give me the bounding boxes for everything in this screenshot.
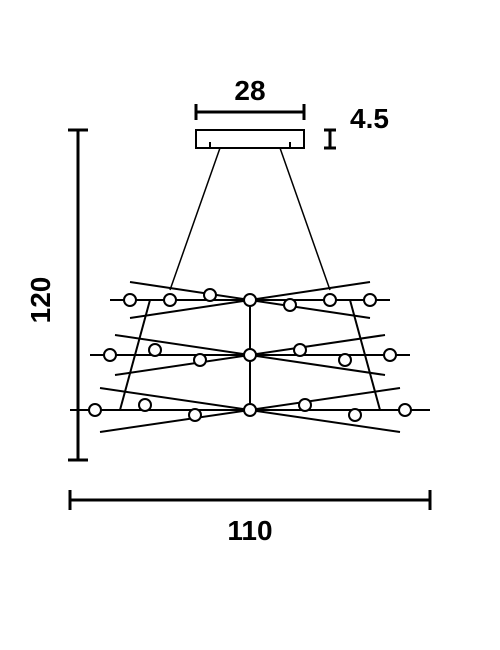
technical-diagram: 120 28 4.5 [0,0,500,650]
dim-mount-width [196,104,304,120]
chandelier-body [70,282,430,432]
ceiling-mount [196,130,304,148]
cables [170,148,330,290]
dim-mount-height-label: 4.5 [350,103,389,134]
dim-mount-height [324,130,336,148]
dim-width [70,490,430,510]
dim-mount-width-label: 28 [234,75,265,106]
dim-height-label: 120 [25,277,56,324]
diagram-svg: 120 28 4.5 [0,0,500,650]
dim-width-label: 110 [227,515,272,546]
